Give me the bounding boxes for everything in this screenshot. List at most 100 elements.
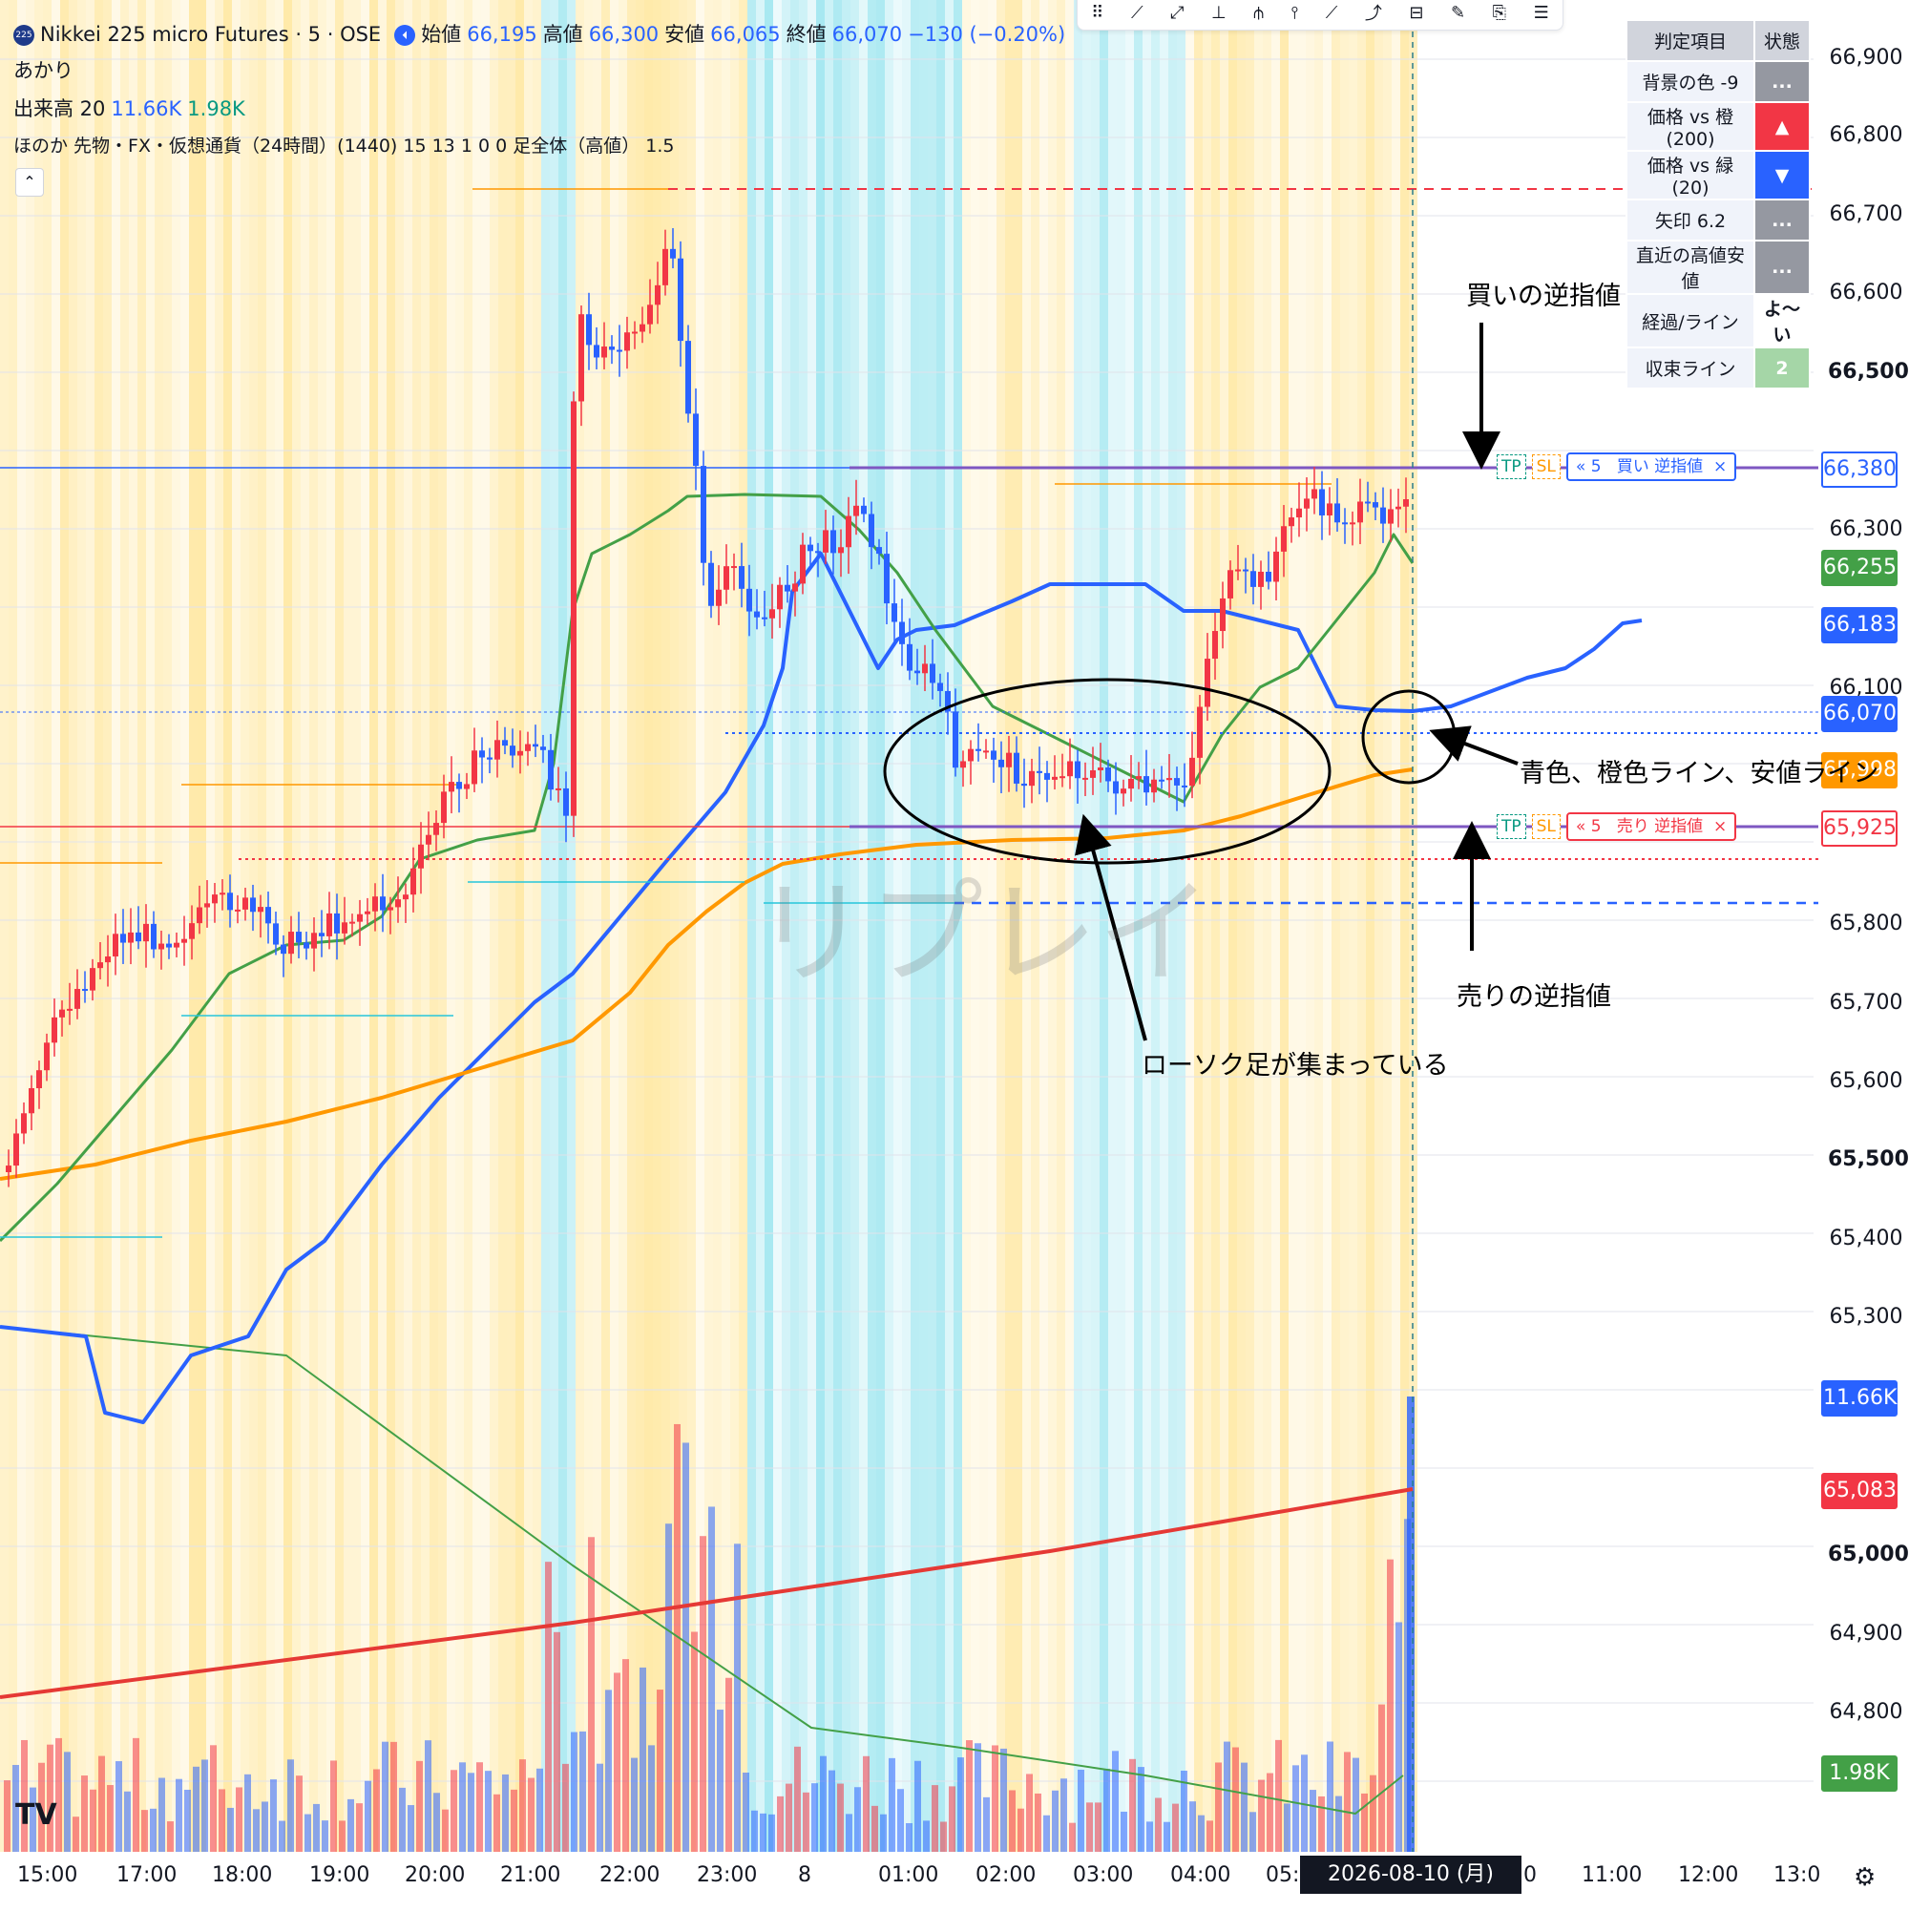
candle-body xyxy=(113,934,118,956)
background-stripe xyxy=(17,0,26,1852)
candle-body xyxy=(533,744,538,747)
candle-body xyxy=(212,894,218,904)
price-axis-label: 66,700 xyxy=(1829,202,1903,226)
background-stripe xyxy=(481,0,490,1852)
candle-body xyxy=(777,584,783,610)
volume-bar xyxy=(1378,1704,1385,1852)
volume-bar xyxy=(167,1821,174,1852)
volume-bar xyxy=(1069,1822,1076,1852)
time-axis-label: 02:00 xyxy=(975,1863,1037,1887)
buy-stop-order[interactable]: TP SL « 5 買い 逆指値 × xyxy=(1497,452,1737,481)
volume-bar xyxy=(150,1808,157,1852)
pen-icon[interactable]: ✎ xyxy=(1451,2,1466,23)
candle-body xyxy=(1304,498,1310,509)
volume-bar xyxy=(1395,1622,1402,1852)
candle-body xyxy=(1052,776,1058,780)
drag-handle-icon[interactable]: ⠿ xyxy=(1091,2,1104,23)
indicator-volume[interactable]: 出来高 20 11.66K 1.98K xyxy=(13,94,251,122)
volume-bar xyxy=(1146,1821,1153,1852)
panel-row-state: ... xyxy=(1753,199,1811,242)
candle-body xyxy=(617,349,622,352)
background-stripe xyxy=(619,0,627,1852)
replay-icon[interactable]: ⏴ xyxy=(394,25,416,46)
candle-body xyxy=(52,1017,57,1043)
buy-sl-button[interactable]: SL xyxy=(1531,454,1561,479)
background-stripe xyxy=(1160,0,1168,1852)
menu-icon[interactable]: ☰ xyxy=(1533,2,1549,23)
path-icon[interactable]: ⟋ xyxy=(1325,2,1338,23)
sell-order-label[interactable]: « 5 売り 逆指値 × xyxy=(1565,812,1737,841)
sell-stop-order[interactable]: TP SL « 5 売り 逆指値 × xyxy=(1497,812,1737,841)
volume-bar xyxy=(90,1789,96,1852)
note-icon[interactable]: ⎘ xyxy=(1492,2,1507,23)
time-axis-label: 8 xyxy=(798,1863,811,1887)
symbol-title[interactable]: Nikkei 225 micro Futures · 5 · OSE xyxy=(40,23,382,46)
sell-close-icon[interactable]: × xyxy=(1712,817,1728,836)
candle-body xyxy=(846,515,851,548)
chevron-up-icon[interactable]: ⌃ xyxy=(15,168,44,197)
brush-icon[interactable]: ⤴ xyxy=(1364,4,1382,24)
candle-body xyxy=(281,944,286,955)
volume-bar xyxy=(1086,1802,1093,1852)
volume-bar xyxy=(1043,1815,1050,1852)
ray-icon[interactable]: ⤢ xyxy=(1170,2,1185,23)
background-stripe xyxy=(1177,0,1185,1852)
open-value: 66,195 xyxy=(467,23,537,46)
background-stripe xyxy=(0,0,9,1852)
volume-bar xyxy=(1370,1774,1376,1852)
candle-body xyxy=(143,923,149,942)
volume-bar xyxy=(399,1787,406,1852)
candle-body xyxy=(380,896,386,911)
volume-bar xyxy=(210,1745,217,1852)
background-stripe xyxy=(515,0,524,1852)
pitchfork-icon[interactable]: ⫛ xyxy=(1253,2,1264,23)
background-stripe xyxy=(704,0,713,1852)
buy-tp-button[interactable]: TP xyxy=(1497,454,1526,479)
candle-body xyxy=(1311,489,1317,499)
horizontal-line-icon[interactable]: ⊥ xyxy=(1211,2,1227,23)
candle-body xyxy=(1243,569,1248,572)
fib-icon[interactable]: ⫯ xyxy=(1290,2,1299,23)
indicator-akari[interactable]: あかり xyxy=(13,55,79,84)
panel-row-state: ▲ xyxy=(1753,101,1811,152)
trend-line-icon[interactable]: ⟋ xyxy=(1130,2,1143,23)
volume-bar xyxy=(141,1810,148,1852)
volume-bar xyxy=(1026,1774,1033,1852)
candle-body xyxy=(1281,526,1287,552)
symbol-legend[interactable]: 225 Nikkei 225 micro Futures · 5 · OSE ⏴ 始値… xyxy=(13,19,1071,48)
background-stripe xyxy=(1392,0,1400,1852)
background-stripe xyxy=(120,0,129,1852)
volume-bar xyxy=(545,1562,552,1852)
volume-bar xyxy=(820,1755,827,1852)
background-stripe xyxy=(902,0,911,1852)
volume-bar xyxy=(940,1821,947,1852)
background-stripe xyxy=(283,0,292,1852)
buy-order-label[interactable]: « 5 買い 逆指値 × xyxy=(1565,452,1737,481)
sell-tp-button[interactable]: TP xyxy=(1497,814,1526,839)
volume-bar xyxy=(1181,1771,1187,1852)
price-axis-label: 66,900 xyxy=(1829,46,1903,70)
volume-bar xyxy=(803,1792,809,1852)
measure-icon[interactable]: ⊟ xyxy=(1409,2,1424,23)
volume-bar xyxy=(55,1737,62,1852)
sell-sl-button[interactable]: SL xyxy=(1531,814,1561,839)
settings-icon[interactable]: ⚙ xyxy=(1854,1863,1877,1892)
candle-body xyxy=(1082,777,1088,780)
price-axis-label: 65,400 xyxy=(1829,1227,1903,1250)
panel-header-item: 判定項目 xyxy=(1626,19,1755,62)
drawing-toolbar[interactable]: ⠿ ⟋ ⤢ ⊥ ⫛ ⫯ ⟋ ⤴ ⊟ ✎ ⎘ ☰ xyxy=(1077,0,1563,31)
volume-bar xyxy=(47,1744,53,1852)
candle-body xyxy=(502,740,508,746)
background-stripe xyxy=(464,0,472,1852)
cluster-ellipse xyxy=(883,678,1332,865)
candle-body xyxy=(823,530,829,553)
candle-body xyxy=(678,258,683,342)
indicator-honoka[interactable]: ほのか 先物・FX・仮想通貨（24時間）(1440) 15 13 1 0 0 足… xyxy=(13,132,680,158)
candle-body xyxy=(975,748,981,751)
volume-bar xyxy=(1232,1747,1239,1852)
tradingview-logo[interactable]: TV xyxy=(15,1798,57,1832)
candle-body xyxy=(1319,489,1325,515)
candle-body xyxy=(640,324,645,332)
buy-close-icon[interactable]: × xyxy=(1712,457,1728,476)
